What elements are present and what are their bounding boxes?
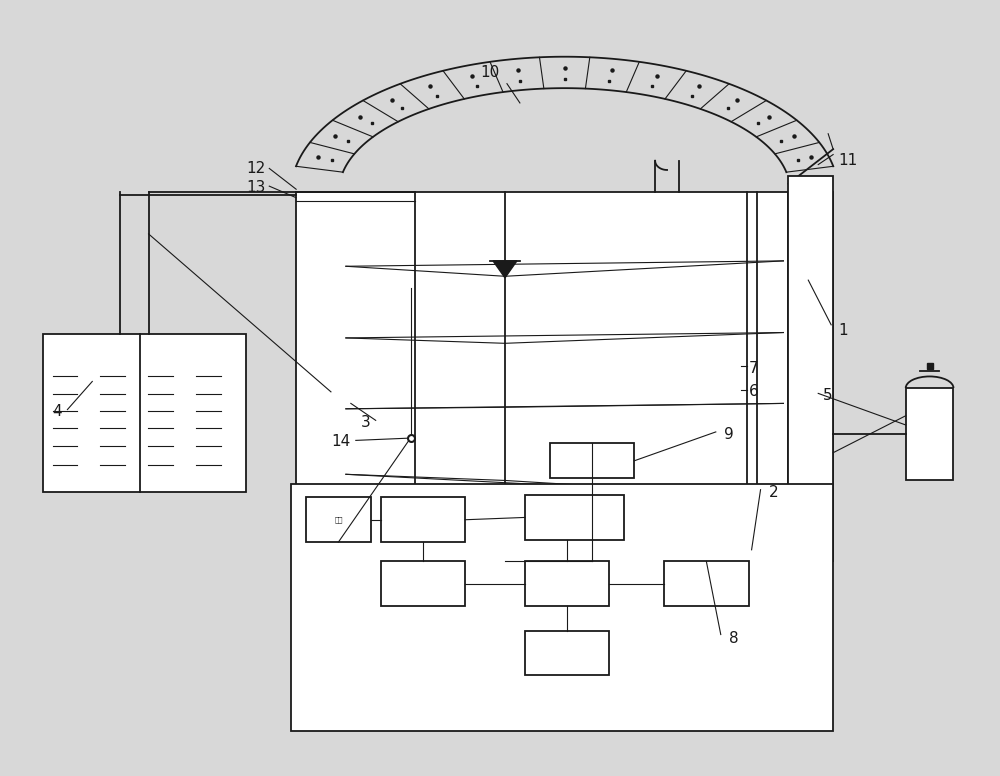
Text: 8: 8 bbox=[729, 631, 739, 646]
Polygon shape bbox=[493, 261, 517, 278]
Bar bbox=[788, 176, 833, 561]
Text: 13: 13 bbox=[247, 180, 266, 196]
Bar bbox=[664, 561, 749, 606]
Text: 14: 14 bbox=[331, 435, 351, 449]
Bar bbox=[525, 631, 609, 675]
Text: 10: 10 bbox=[480, 64, 500, 80]
Text: 4: 4 bbox=[53, 404, 62, 418]
Bar bbox=[381, 497, 465, 542]
Bar bbox=[550, 443, 634, 478]
Bar bbox=[381, 561, 465, 606]
Bar bbox=[525, 495, 624, 540]
Text: 5: 5 bbox=[823, 388, 833, 404]
Text: 2: 2 bbox=[769, 484, 778, 500]
Bar bbox=[906, 388, 953, 480]
Text: 12: 12 bbox=[247, 161, 266, 176]
Bar bbox=[739, 590, 763, 611]
Text: 11: 11 bbox=[838, 153, 858, 168]
Text: 7: 7 bbox=[749, 362, 758, 376]
Text: 1: 1 bbox=[838, 323, 848, 338]
Text: 6: 6 bbox=[749, 384, 758, 400]
Bar bbox=[291, 484, 833, 731]
Text: 电网: 电网 bbox=[334, 517, 343, 523]
Bar bbox=[296, 192, 833, 561]
Bar bbox=[525, 561, 609, 606]
Bar bbox=[43, 334, 246, 492]
Bar bbox=[306, 497, 371, 542]
Text: 9: 9 bbox=[724, 427, 734, 442]
Text: 3: 3 bbox=[361, 415, 371, 430]
